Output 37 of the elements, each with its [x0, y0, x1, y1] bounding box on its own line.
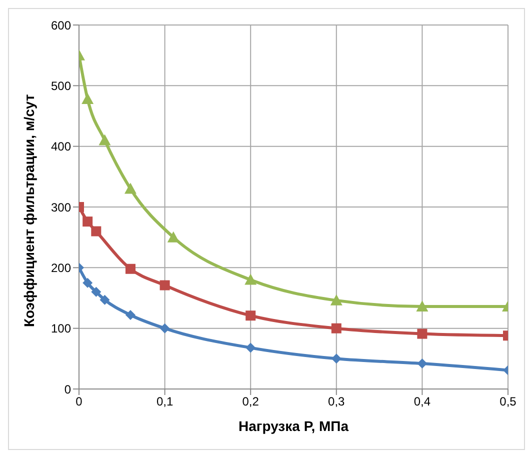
- point: [244, 274, 257, 285]
- y-axis-title: Коэффициент фильтрации, м/сут: [20, 94, 37, 327]
- point: [100, 294, 110, 305]
- point: [167, 231, 180, 242]
- point: [91, 286, 102, 297]
- point: [124, 182, 136, 194]
- y-tick-label: 600: [50, 18, 72, 32]
- point: [417, 328, 428, 339]
- point: [246, 310, 256, 321]
- x-axis-title: Нагрузка Р, МПа: [238, 418, 349, 434]
- point: [82, 278, 93, 288]
- point: [416, 300, 428, 312]
- point: [91, 226, 102, 236]
- x-tick-label: 0,2: [242, 394, 260, 409]
- y-tick-label: 0: [64, 382, 72, 396]
- y-tick-label: 200: [50, 260, 72, 275]
- point: [246, 342, 256, 353]
- point: [125, 310, 136, 320]
- point: [82, 216, 93, 227]
- x-tick-label: 0: [76, 394, 83, 409]
- x-tick-label: 0,3: [328, 394, 346, 409]
- y-tick-label: 300: [50, 200, 72, 214]
- point: [160, 323, 170, 334]
- point: [160, 280, 170, 290]
- point: [331, 323, 342, 334]
- y-tick-label: 100: [50, 322, 72, 336]
- point: [417, 358, 428, 369]
- point: [98, 134, 111, 146]
- point: [331, 354, 342, 364]
- x-tick-label: 0,1: [156, 394, 174, 409]
- point: [82, 93, 94, 104]
- y-tick-label: 500: [50, 78, 72, 93]
- point: [330, 294, 342, 306]
- x-tick-label: 0,5: [500, 394, 517, 409]
- y-tick-label: 400: [50, 140, 72, 154]
- x-tick-label: 0,4: [414, 394, 431, 409]
- point: [125, 264, 136, 274]
